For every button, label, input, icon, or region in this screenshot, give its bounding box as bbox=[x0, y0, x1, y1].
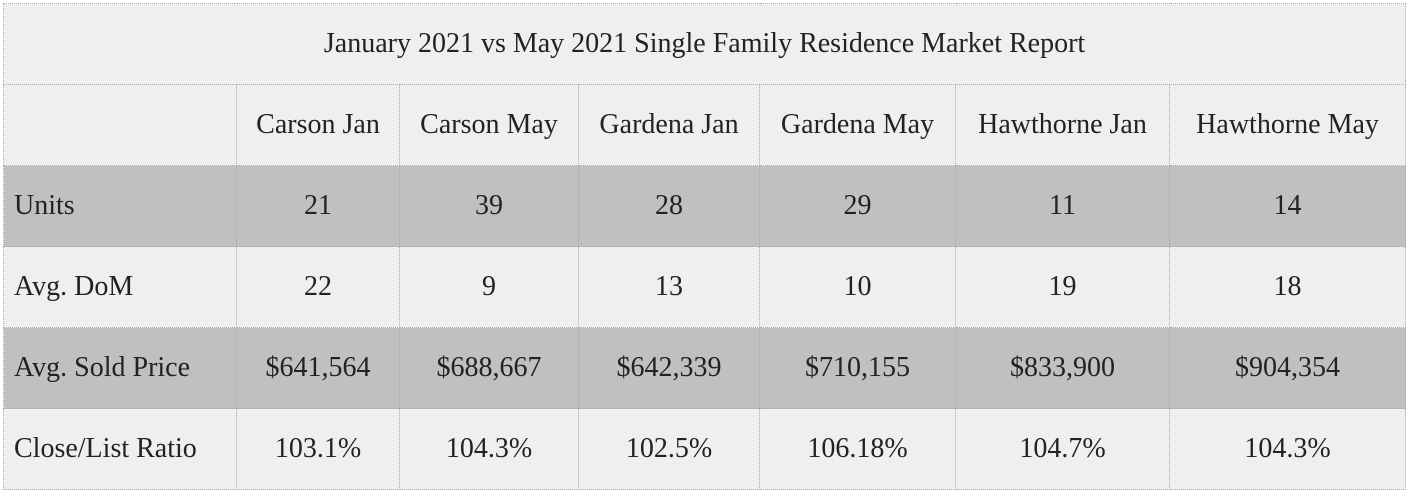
table-title: January 2021 vs May 2021 Single Family R… bbox=[2, 3, 1407, 85]
table-cell: 14 bbox=[1168, 165, 1407, 247]
table-cell: 21 bbox=[236, 165, 400, 247]
table-row-avg-dom: Avg. DoM 22 9 13 10 19 18 bbox=[3, 246, 1407, 328]
table-cell: 19 bbox=[955, 246, 1170, 328]
row-label: Close/List Ratio bbox=[3, 408, 237, 490]
column-header-gardena-jan: Gardena Jan bbox=[578, 84, 760, 166]
table-cell: $904,354 bbox=[1168, 327, 1407, 409]
column-header-gardena-may: Gardena May bbox=[759, 84, 956, 166]
table-cell: 13 bbox=[578, 246, 760, 328]
row-label: Avg. DoM bbox=[3, 246, 237, 328]
table-row-avg-sold-price: Avg. Sold Price $641,564 $688,667 $642,3… bbox=[3, 327, 1407, 409]
column-header-hawthorne-may: Hawthorne May bbox=[1168, 84, 1407, 166]
table-cell: 106.18% bbox=[759, 408, 956, 490]
column-header-carson-jan: Carson Jan bbox=[236, 84, 400, 166]
table-cell: $641,564 bbox=[236, 327, 400, 409]
row-label: Units bbox=[3, 165, 237, 247]
table-cell: 104.3% bbox=[1168, 408, 1407, 490]
table-cell: 11 bbox=[955, 165, 1170, 247]
column-header-carson-may: Carson May bbox=[399, 84, 579, 166]
table-cell: 29 bbox=[759, 165, 956, 247]
table-cell: 104.3% bbox=[399, 408, 579, 490]
table-cell: 9 bbox=[399, 246, 579, 328]
table-cell: $642,339 bbox=[578, 327, 760, 409]
table-cell: 102.5% bbox=[578, 408, 760, 490]
table-row-units: Units 21 39 28 29 11 14 bbox=[3, 165, 1407, 247]
table-cell: 103.1% bbox=[236, 408, 400, 490]
table-cell: 28 bbox=[578, 165, 760, 247]
market-report-table: January 2021 vs May 2021 Single Family R… bbox=[2, 3, 1407, 490]
column-header-hawthorne-jan: Hawthorne Jan bbox=[955, 84, 1170, 166]
table-cell: $710,155 bbox=[759, 327, 956, 409]
table-cell: 10 bbox=[759, 246, 956, 328]
table-cell: 39 bbox=[399, 165, 579, 247]
table-cell: 22 bbox=[236, 246, 400, 328]
table-body: Units 21 39 28 29 11 14 Avg. DoM 22 9 13… bbox=[3, 165, 1407, 490]
row-label: Avg. Sold Price bbox=[3, 327, 237, 409]
table-cell: $833,900 bbox=[955, 327, 1170, 409]
table-row-close-list-ratio: Close/List Ratio 103.1% 104.3% 102.5% 10… bbox=[3, 408, 1407, 490]
table-cell: 18 bbox=[1168, 246, 1407, 328]
header-corner-cell bbox=[3, 84, 237, 166]
table-cell: $688,667 bbox=[399, 327, 579, 409]
table-cell: 104.7% bbox=[955, 408, 1170, 490]
